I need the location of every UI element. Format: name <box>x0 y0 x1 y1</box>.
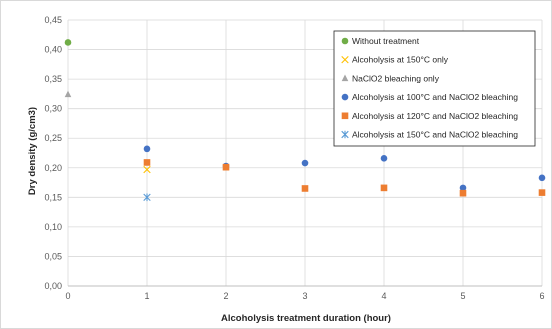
x-tick-label: 6 <box>539 291 544 301</box>
legend-label: Alcoholysis at 120°C and NaClO2 bleachin… <box>352 111 518 121</box>
legend-item: Alcoholysis at 150°C and NaClO2 bleachin… <box>341 130 518 140</box>
series-5 <box>143 193 151 202</box>
y-tick-label: 0,35 <box>44 74 62 84</box>
legend: Without treatment Alcoholysis at 150°C on… <box>333 30 536 147</box>
series-4 <box>143 159 546 197</box>
x-tick-label: 5 <box>460 291 465 301</box>
legend-item: Without treatment <box>341 36 420 46</box>
legend-marker <box>341 37 349 45</box>
legend-items: Without treatment Alcoholysis at 150°C on… <box>341 36 518 140</box>
legend-label: NaClO2 bleaching only <box>352 73 440 83</box>
series-0 <box>64 39 72 46</box>
y-tick-label: 0,30 <box>44 104 62 114</box>
legend-label: Alcoholysis at 150°C only <box>352 55 449 65</box>
legend-box <box>333 30 536 147</box>
axis-layer: 0,00 0,05 0,10 0,15 0,20 0,25 0,30 0,35 0,40 0,45… <box>44 15 544 301</box>
y-axis-title: Dry density (g/cm3) <box>27 107 38 195</box>
x-tick-label: 2 <box>223 291 228 301</box>
y-tick-label: 0,00 <box>44 281 62 291</box>
data-point <box>380 155 388 162</box>
y-tick-label: 0,10 <box>44 222 62 232</box>
legend-marker <box>341 130 349 139</box>
data-point <box>143 145 151 153</box>
data-point <box>64 39 72 46</box>
data-point <box>538 174 546 182</box>
legend-marker <box>341 112 349 120</box>
legend-item: Alcoholysis at 100°C and NaClO2 bleachin… <box>341 92 518 102</box>
data-point <box>143 165 151 174</box>
legend-marker <box>341 56 349 64</box>
data-point <box>143 193 151 202</box>
x-tick-label: 0 <box>65 291 70 301</box>
legend-label: Alcoholysis at 150°C and NaClO2 bleachin… <box>352 130 518 140</box>
x-axis-title: Alcoholysis treatment duration (hour) <box>221 313 391 324</box>
y-tick-label: 0,15 <box>44 192 62 202</box>
series-2 <box>64 90 72 98</box>
data-point <box>301 185 309 192</box>
data-point <box>222 163 230 171</box>
y-tick-label: 0,20 <box>44 163 62 173</box>
legend-item: Alcoholysis at 120°C and NaClO2 bleachin… <box>341 111 518 121</box>
legend-label: Without treatment <box>352 36 420 46</box>
data-point <box>459 184 467 192</box>
legend-item: NaClO2 bleaching only <box>341 73 440 83</box>
grid-layer <box>67 19 543 287</box>
series-3 <box>143 145 546 192</box>
data-point <box>64 90 72 98</box>
x-tick-label: 1 <box>144 291 149 301</box>
data-point <box>380 184 388 192</box>
y-tick-label: 0,45 <box>44 15 62 25</box>
data-point <box>143 159 151 166</box>
legend-item: Alcoholysis at 150°C only <box>341 55 449 65</box>
data-point <box>459 189 467 197</box>
x-tick-label: 4 <box>381 291 386 301</box>
legend-marker <box>341 93 349 101</box>
series-1 <box>143 165 151 174</box>
y-tick-label: 0,05 <box>44 251 62 261</box>
y-tick-label: 0,40 <box>44 45 62 55</box>
data-point <box>538 189 546 196</box>
x-tick-label: 3 <box>302 291 307 301</box>
data-point <box>301 159 309 167</box>
legend-label: Alcoholysis at 100°C and NaClO2 bleachin… <box>352 92 518 102</box>
points-layer <box>64 39 546 202</box>
y-tick-label: 0,25 <box>44 133 62 143</box>
legend-marker <box>341 74 349 82</box>
